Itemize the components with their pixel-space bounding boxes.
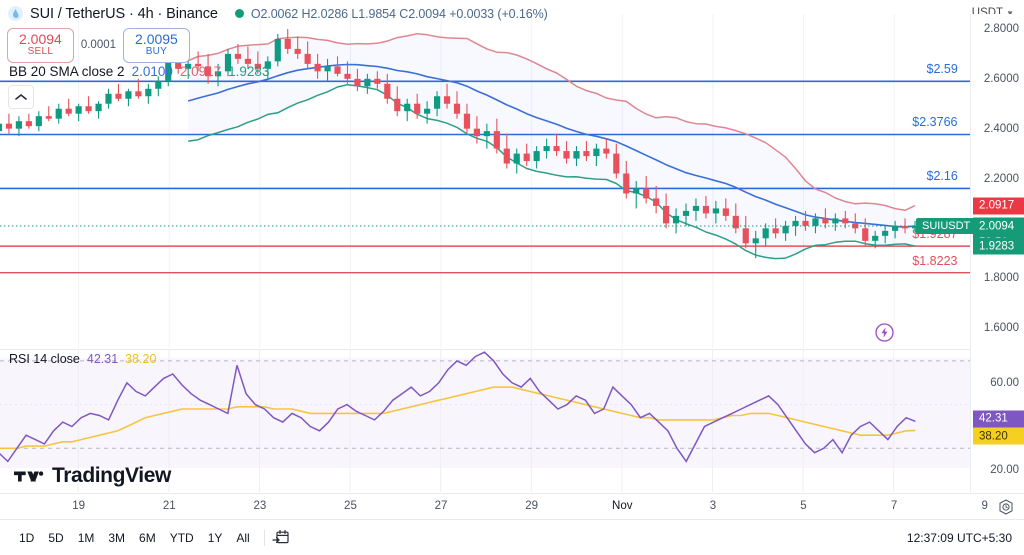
time-axis-tick: 9 xyxy=(981,500,988,512)
calendar-goto-icon[interactable] xyxy=(272,529,290,547)
bollinger-band-lines xyxy=(187,32,916,260)
price-level-lines xyxy=(0,80,970,274)
rsi-axis-tick: 60.00 xyxy=(990,376,1019,389)
buy-price: 2.0095 xyxy=(135,31,178,47)
bollinger-lower-value: 1.9283 xyxy=(228,64,270,79)
price-axis[interactable]: 2.8000 2.6000 2.4000 2.2000 1.8000 1.6000 2.09… xyxy=(916,14,1024,492)
symbol-title[interactable]: SUI / TetherUS · 4h · Binance xyxy=(30,5,218,22)
toolbar-divider xyxy=(263,529,265,546)
pane-divider xyxy=(0,349,1024,350)
rsi-chart-svg xyxy=(0,350,970,492)
time-axis-tick: 5 xyxy=(800,500,807,512)
spread-value: 0.0001 xyxy=(80,39,117,52)
clock-icon[interactable] xyxy=(998,499,1014,515)
range-button-1d[interactable]: 1D xyxy=(19,530,35,545)
bollinger-upper-value: 2.0917 xyxy=(179,64,222,79)
price-axis-tick: 2.6000 xyxy=(983,72,1019,85)
tradingview-wordmark: TradingView xyxy=(52,464,171,487)
rsi-pane[interactable] xyxy=(0,350,970,492)
buy-button[interactable]: 2.0095 BUY xyxy=(123,28,190,63)
range-button-3m[interactable]: 3M xyxy=(108,530,126,545)
time-axis[interactable]: 19 21 23 25 27 29 Nov 3 5 7 9 xyxy=(0,493,1024,520)
time-axis-tick: 29 xyxy=(525,500,539,512)
chevron-up-icon xyxy=(15,94,27,100)
collapse-pane-button[interactable] xyxy=(8,85,34,109)
bollinger-legend[interactable]: BB 20 SMA close 2 2.0100 2.0917 1.9283 xyxy=(9,64,269,79)
price-axis-tick: 1.8000 xyxy=(983,272,1019,285)
rsi-horizontal-gridlines xyxy=(0,360,970,449)
time-axis-tick: 27 xyxy=(434,500,448,512)
time-axis-tick: 23 xyxy=(253,500,267,512)
bollinger-basis-value: 2.0100 xyxy=(131,64,173,79)
rsi-value-badge[interactable]: 42.31 xyxy=(973,410,1024,428)
price-axis-tick: 2.4000 xyxy=(983,122,1019,135)
rsi-ma-line xyxy=(0,386,916,450)
range-button-6m[interactable]: 6M xyxy=(139,530,156,545)
symbol-tag[interactable]: SUIUSDT xyxy=(916,218,977,234)
tradingview-watermark: TradingView xyxy=(14,464,171,488)
sui-token-icon xyxy=(8,6,23,21)
bollinger-legend-name: BB 20 SMA close 2 xyxy=(9,64,125,79)
time-axis-tick: 19 xyxy=(72,500,86,512)
price-axis-tick: 2.2000 xyxy=(983,172,1019,185)
market-open-dot-icon xyxy=(234,9,244,18)
clock-text[interactable]: 12:37:09 UTC+5:30 xyxy=(906,530,1012,545)
range-buttons: 1D 5D 1M 3M 6M YTD 1Y All xyxy=(12,528,257,548)
rsi-legend-ma-value: 38.20 xyxy=(125,352,157,366)
chevron-down-icon: ▼ xyxy=(1006,8,1014,18)
level-1-8223[interactable]: $1.8223 xyxy=(912,253,958,268)
time-axis-tick: 3 xyxy=(709,500,717,512)
sell-price: 2.0094 xyxy=(19,31,62,47)
bb-upper-badge[interactable]: 2.0917 xyxy=(973,197,1024,214)
vertical-gridlines xyxy=(78,14,895,348)
sell-label: SELL xyxy=(27,46,54,58)
range-button-ytd[interactable]: YTD xyxy=(169,530,194,545)
level-2-59[interactable]: $2.59 xyxy=(926,62,958,77)
rsi-axis-tick: 20.00 xyxy=(990,464,1019,477)
bollinger-band-fill xyxy=(188,33,915,259)
rsi-legend-value: 42.31 xyxy=(86,352,119,366)
rsi-line xyxy=(0,351,916,463)
rsi-legend-name: RSI 14 close xyxy=(9,352,80,366)
price-chart-svg xyxy=(0,14,970,348)
time-axis-tick: 21 xyxy=(162,500,176,512)
price-pane[interactable] xyxy=(0,14,970,348)
price-axis-tick: 1.6000 xyxy=(983,322,1019,335)
level-2-16[interactable]: $2.16 xyxy=(926,169,958,184)
rsi-vertical-gridlines xyxy=(77,350,895,492)
buy-label: BUY xyxy=(145,46,168,58)
level-2-3766[interactable]: $2.3766 xyxy=(912,115,958,130)
order-widget: 2.0094 SELL 0.0001 2.0095 BUY xyxy=(7,28,190,63)
range-button-5d[interactable]: 5D xyxy=(48,530,64,545)
candlestick-series xyxy=(0,28,919,259)
price-axis-tick: 2.8000 xyxy=(983,22,1019,35)
bottom-toolbar: 1D 5D 1M 3M 6M YTD 1Y All 12:37:09 UTC+5:30 xyxy=(0,520,1024,555)
sell-button[interactable]: 2.0094 SELL xyxy=(7,28,74,63)
lightning-bolt-icon[interactable] xyxy=(875,323,894,342)
range-button-1y[interactable]: 1Y xyxy=(207,530,223,545)
rsi-legend[interactable]: RSI 14 close 42.31 38.20 xyxy=(9,352,156,366)
ohlc-values: O2.0062 H2.0286 L1.9854 C2.0094 +0.0033 … xyxy=(250,6,548,21)
chart-header: SUI / TetherUS · 4h · Binance O2.0062 H2… xyxy=(0,0,1024,27)
time-axis-tick: 7 xyxy=(890,500,898,512)
tradingview-logo-icon xyxy=(14,470,44,481)
bb-lower-badge[interactable]: 1.9283 xyxy=(973,237,1024,255)
range-button-1m[interactable]: 1M xyxy=(77,530,95,545)
range-button-all[interactable]: All xyxy=(236,530,250,545)
time-axis-tick: 25 xyxy=(344,500,357,512)
last-price-badge[interactable]: 2.0094 xyxy=(973,217,1024,235)
rsi-ma-badge[interactable]: 38.20 xyxy=(973,427,1024,445)
rsi-band-fill xyxy=(0,358,970,468)
time-axis-tick: Nov xyxy=(612,500,633,512)
